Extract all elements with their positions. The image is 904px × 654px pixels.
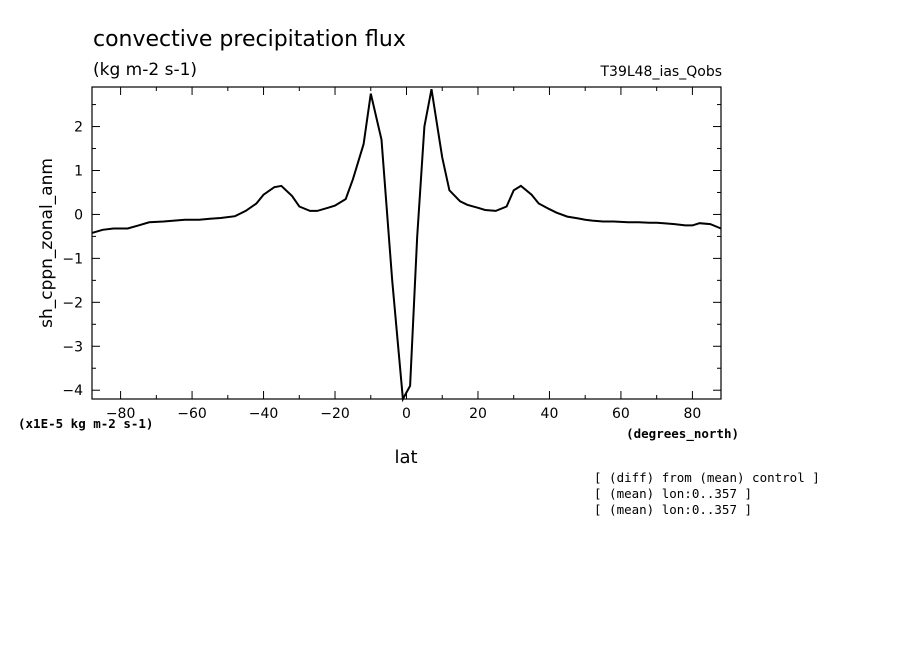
x-axis-label: lat <box>394 447 417 468</box>
x-tick-label: 20 <box>469 406 487 422</box>
x-tick-label: 60 <box>612 406 630 422</box>
note-line: [ (diff) from (mean) control ] <box>594 470 820 485</box>
axis-ticks <box>92 87 721 399</box>
x-tick-label: −20 <box>320 406 350 422</box>
x-tick-label: 40 <box>541 406 559 422</box>
note-line: [ (mean) lon:0..357 ] <box>594 502 752 517</box>
y-tick-label: 0 <box>74 207 83 223</box>
y-tick-label: 2 <box>74 120 83 136</box>
series-line <box>91 89 722 403</box>
x-units-label: (degrees_north) <box>626 426 739 442</box>
x-tick-label: 80 <box>683 406 701 422</box>
x-tick-label: 0 <box>402 406 411 422</box>
chart-subtitle: (kg m-2 s-1) <box>93 60 197 80</box>
dataset-label: T39L48_ias_Qobs <box>599 64 722 80</box>
x-tick-label: −40 <box>249 406 279 422</box>
y-tick-labels: −4 −3 −2 −1 0 1 2 <box>62 120 83 400</box>
note-line: [ (mean) lon:0..357 ] <box>594 486 752 501</box>
x-tick-label: −60 <box>177 406 207 422</box>
y-tick-label: 1 <box>74 163 83 179</box>
y-tick-label: −4 <box>62 383 83 399</box>
plot-frame <box>91 86 722 400</box>
y-tick-label: −1 <box>62 251 83 267</box>
x-tick-label: −80 <box>106 406 136 422</box>
x-tick-labels: −80 −60 −40 −20 0 20 40 60 80 <box>106 406 702 422</box>
y-scale-label: (x1E-5 kg m-2 s-1) <box>18 416 153 431</box>
y-tick-label: −2 <box>62 295 83 311</box>
y-tick-label: −3 <box>62 339 83 355</box>
chart-title: convective precipitation flux <box>93 27 406 52</box>
y-axis-label: sh_cppn_zonal_anm <box>37 158 57 328</box>
